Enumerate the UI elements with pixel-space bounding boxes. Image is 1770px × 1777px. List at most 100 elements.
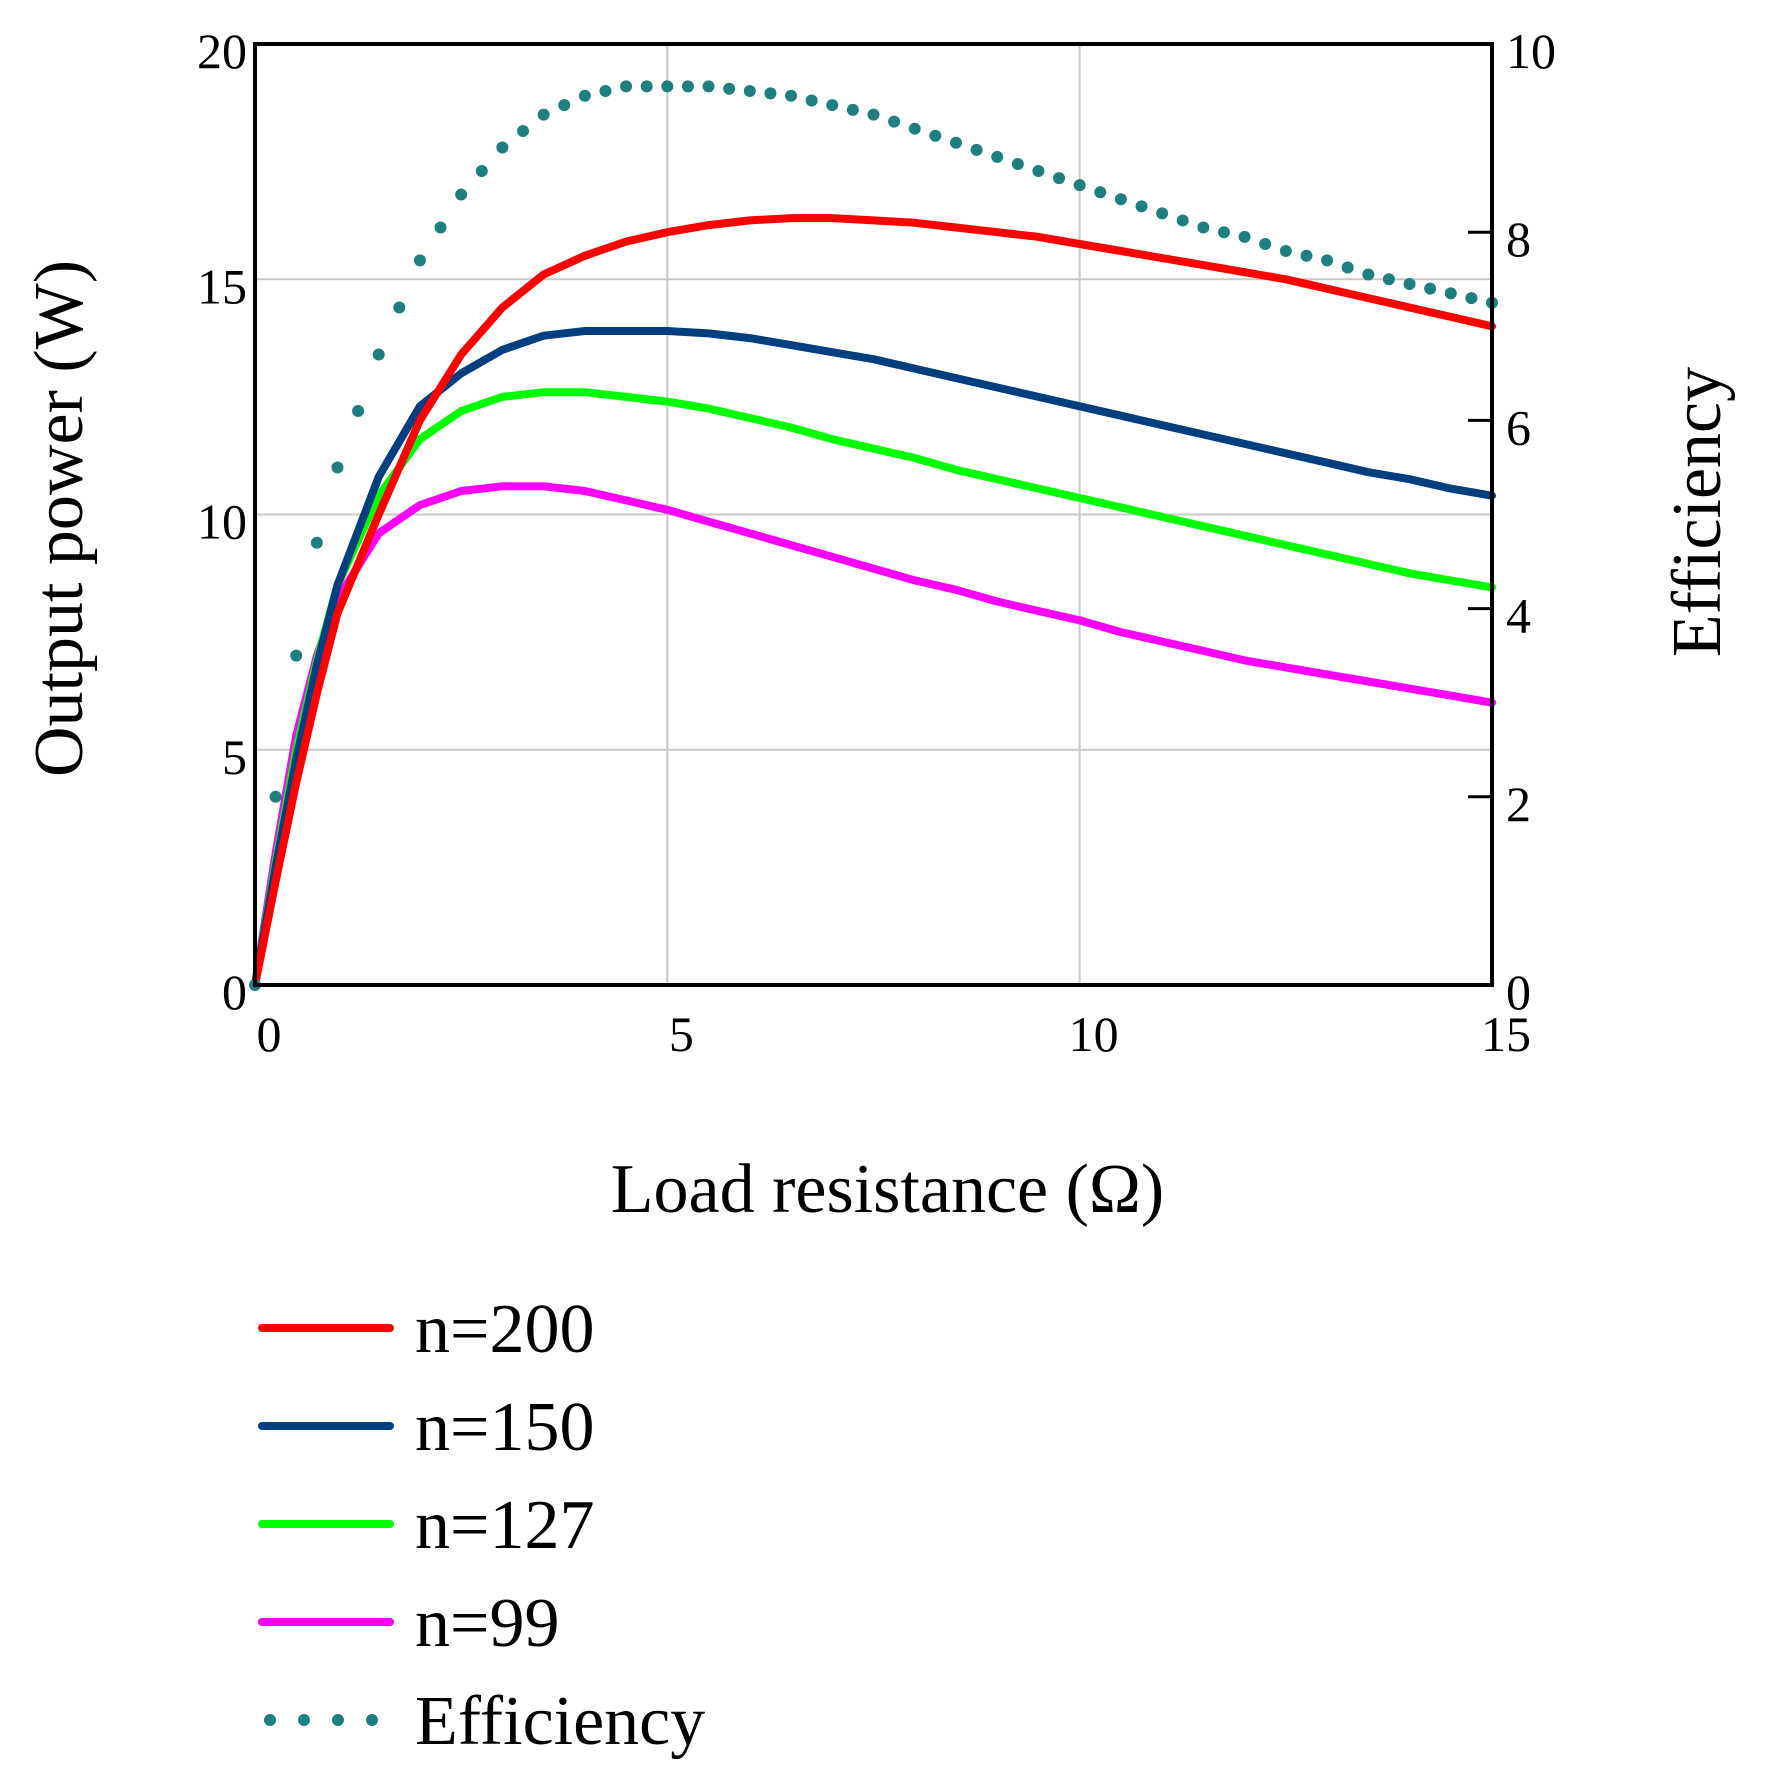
y2-tick-label: 0 — [1506, 964, 1531, 1020]
efficiency-point — [1321, 254, 1334, 267]
x-tick-label: 0 — [257, 1006, 282, 1062]
y-tick-label: 20 — [197, 23, 247, 79]
y2-tick-label: 4 — [1506, 588, 1531, 644]
series-line-n-150 — [251, 327, 1496, 989]
efficiency-point — [1444, 287, 1457, 300]
efficiency-point — [1135, 200, 1148, 213]
legend-label: n=150 — [415, 1389, 594, 1466]
y-tick-label: 0 — [222, 964, 247, 1020]
efficiency-point — [558, 99, 571, 112]
series-line-n-127 — [251, 388, 1496, 989]
efficiency-point — [290, 649, 303, 662]
efficiency-point — [496, 141, 509, 154]
efficiency-point — [1403, 277, 1416, 290]
y-tick-label: 5 — [222, 729, 247, 785]
legend-label: n=200 — [415, 1291, 594, 1368]
efficiency-point — [1032, 165, 1045, 178]
efficiency-point — [599, 85, 612, 98]
efficiency-point — [1259, 237, 1272, 250]
efficiency-point — [310, 536, 323, 549]
efficiency-point — [1238, 230, 1251, 243]
efficiency-point — [991, 150, 1004, 163]
efficiency-point — [537, 108, 550, 121]
efficiency-point — [805, 94, 818, 107]
y2-tick-label: 6 — [1506, 399, 1531, 455]
y2-tick-label: 2 — [1506, 776, 1531, 832]
efficiency-point — [785, 89, 798, 102]
legend: n=200 n=150 n=127 n=99 Efficiency — [258, 1291, 705, 1760]
efficiency-point — [331, 461, 344, 474]
efficiency-point — [1197, 221, 1210, 234]
legend-swatch-dot — [366, 1714, 378, 1726]
efficiency-point — [434, 221, 447, 234]
efficiency-point — [867, 108, 880, 121]
efficiency-point — [661, 80, 674, 93]
efficiency-point — [393, 301, 406, 314]
efficiency-point — [1114, 193, 1127, 206]
efficiency-point — [1176, 214, 1189, 227]
legend-label: Efficiency — [415, 1683, 705, 1760]
grid — [255, 44, 1492, 985]
efficiency-point — [1011, 157, 1024, 170]
efficiency-point — [1217, 226, 1230, 239]
efficiency-point — [1382, 273, 1395, 286]
series-line-n-200 — [251, 214, 1496, 989]
efficiency-point — [1300, 249, 1313, 262]
efficiency-point — [1156, 207, 1169, 220]
efficiency-point — [1053, 172, 1066, 185]
efficiency-point — [846, 103, 859, 116]
legend-item-n-99: n=99 — [258, 1585, 559, 1662]
legend-label: n=127 — [415, 1487, 594, 1564]
efficiency-point — [826, 99, 839, 112]
efficiency-point — [1465, 292, 1478, 305]
y-tick-label: 15 — [197, 258, 247, 314]
efficiency-point — [455, 188, 468, 201]
series-line-n-99 — [251, 482, 1496, 989]
x-axis-title: Load resistance (Ω) — [611, 1151, 1164, 1228]
legend-item-n-127: n=127 — [258, 1487, 594, 1564]
y2-tick-label: 10 — [1506, 23, 1556, 79]
efficiency-point — [269, 790, 282, 803]
efficiency-point — [723, 82, 736, 95]
series-layer — [249, 80, 1498, 991]
efficiency-point — [413, 254, 426, 267]
efficiency-point — [1094, 186, 1107, 199]
legend-swatch-dot — [332, 1714, 344, 1726]
efficiency-point — [1341, 261, 1354, 274]
efficiency-point — [929, 129, 942, 142]
efficiency-point — [372, 348, 385, 361]
efficiency-point — [908, 122, 921, 135]
legend-item-n-150: n=150 — [258, 1389, 594, 1466]
efficiency-point — [517, 125, 530, 138]
y2-tick-label: 8 — [1506, 211, 1531, 267]
legend-label: n=99 — [415, 1585, 559, 1662]
efficiency-point — [1424, 282, 1437, 295]
x-tick-label: 10 — [1069, 1006, 1119, 1062]
legend-item-efficiency: Efficiency — [264, 1683, 705, 1760]
y-axis-title: Output power (W) — [21, 260, 98, 777]
efficiency-point — [1073, 179, 1086, 192]
efficiency-point — [352, 404, 365, 417]
efficiency-point — [681, 80, 694, 93]
x-tick-label: 15 — [1481, 1006, 1531, 1062]
efficiency-point — [475, 165, 488, 178]
efficiency-point — [578, 89, 591, 102]
legend-swatch-dot — [298, 1714, 310, 1726]
plot-frame — [253, 42, 1494, 987]
efficiency-point — [743, 85, 756, 98]
efficiency-point — [1279, 245, 1292, 258]
efficiency-point — [640, 80, 653, 93]
efficiency-point — [764, 87, 777, 100]
y2-axis-title: Efficiency — [1659, 367, 1736, 657]
legend-swatch-dot — [264, 1714, 276, 1726]
efficiency-point — [620, 80, 633, 93]
x-tick-label: 5 — [669, 1006, 694, 1062]
legend-item-n-200: n=200 — [258, 1291, 594, 1368]
efficiency-point — [702, 80, 715, 93]
efficiency-point — [949, 136, 962, 149]
efficiency-point — [1362, 268, 1375, 281]
y-tick-label: 10 — [197, 494, 247, 550]
series-efficiency — [249, 80, 1498, 991]
